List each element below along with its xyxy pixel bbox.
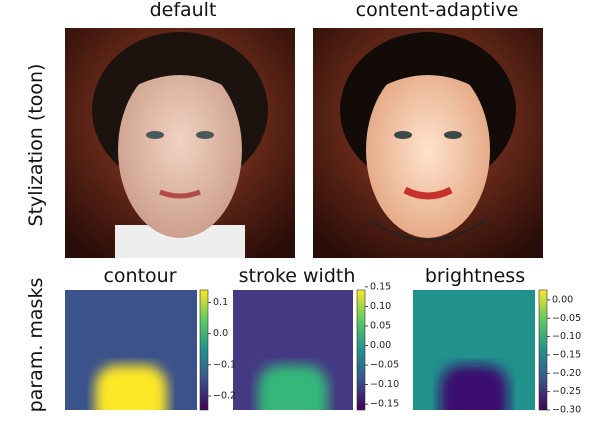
colorbar-tick-label: −0.10: [370, 379, 399, 390]
colorbar-tick-label: 0.10: [370, 301, 391, 312]
colorbar-tick-label: 0.00: [552, 294, 573, 305]
column-title: content-adaptive: [356, 0, 519, 21]
colorbar-tick-label: −0.10: [552, 331, 581, 342]
colorbar-tick-label: −0.2: [213, 390, 236, 401]
face-image: [313, 28, 543, 258]
mask-title: contour: [103, 265, 176, 287]
colorbar: [538, 289, 548, 411]
colorbar: [199, 289, 209, 411]
colorbar-tick-label: −0.05: [552, 313, 581, 324]
colorbar-tick-label: 0.15: [370, 281, 391, 292]
colorbar-tick-label: 0.1: [213, 297, 228, 308]
column-title: default: [150, 0, 217, 21]
row-label: param. masks: [25, 278, 47, 413]
mask-title: stroke width: [239, 265, 356, 287]
colorbar-tick-label: 0.00: [370, 340, 391, 351]
colorbar-tick-label: −0.20: [552, 368, 581, 379]
colorbar-tick-label: −0.30: [552, 405, 581, 416]
heatmap: [413, 290, 535, 410]
face-image: [65, 28, 295, 258]
colorbar-tick-label: −0.25: [552, 386, 581, 397]
colorbar-tick-label: 0.05: [370, 320, 391, 331]
colorbar-tick-label: −0.1: [213, 359, 236, 370]
colorbar-tick-label: −0.15: [552, 349, 581, 360]
row-label: Stylization (toon): [25, 64, 47, 227]
colorbar-tick-label: −0.05: [370, 360, 399, 371]
heatmap: [65, 290, 197, 410]
colorbar: [356, 289, 366, 411]
heatmap: [233, 290, 353, 410]
colorbar-tick-label: 0.0: [213, 328, 228, 339]
mask-title: brightness: [425, 265, 525, 287]
colorbar-tick-label: −0.15: [370, 399, 399, 410]
